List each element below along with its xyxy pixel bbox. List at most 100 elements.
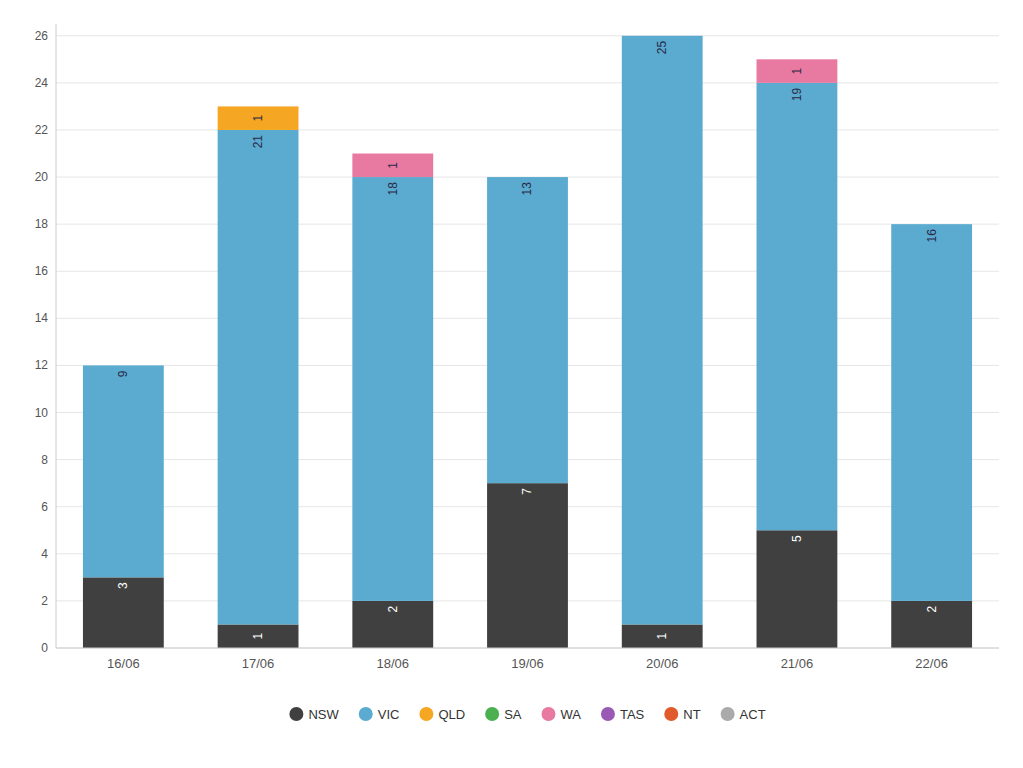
legend-label: VIC xyxy=(378,707,400,722)
series-vic xyxy=(83,36,972,625)
bar-segment xyxy=(83,365,164,366)
bar-segment xyxy=(622,35,703,36)
bar-segment xyxy=(622,35,703,36)
data-label: 7 xyxy=(521,488,535,495)
data-label: 9 xyxy=(116,370,130,377)
series-nsw xyxy=(83,483,972,648)
data-label: 18 xyxy=(386,182,400,196)
bar-segment xyxy=(218,106,299,107)
y-tick-label: 26 xyxy=(35,29,49,43)
bar-segment xyxy=(487,177,568,178)
x-tick-label: 20/06 xyxy=(646,656,679,671)
legend-marker xyxy=(289,707,303,721)
legend-item: SA xyxy=(485,707,522,722)
data-label: 5 xyxy=(790,535,804,542)
bar-segment xyxy=(757,59,838,83)
bar-segment xyxy=(487,177,568,178)
chart-container: 0246810121416182022242631271529211813251… xyxy=(0,0,1023,768)
y-tick-label: 10 xyxy=(35,406,49,420)
bar-segment xyxy=(757,59,838,60)
data-label: 1 xyxy=(386,162,400,169)
bar-segment xyxy=(891,224,972,601)
bar-segment xyxy=(757,59,838,60)
data-label: 1 xyxy=(655,633,669,640)
bar-segment xyxy=(218,106,299,107)
data-label: 3 xyxy=(116,582,130,589)
bar-segment xyxy=(352,154,433,178)
bar-segment xyxy=(83,365,164,577)
data-label: 13 xyxy=(521,182,535,196)
legend-marker xyxy=(359,707,373,721)
legend-label: TAS xyxy=(620,707,645,722)
legend-label: ACT xyxy=(740,707,766,722)
bar-segment xyxy=(487,177,568,178)
bar-segment xyxy=(487,177,568,178)
legend-label: WA xyxy=(560,707,581,722)
y-tick-label: 18 xyxy=(35,217,49,231)
x-tick-label: 22/06 xyxy=(915,656,948,671)
y-tick-label: 0 xyxy=(41,641,48,655)
bar-segment xyxy=(757,83,838,530)
y-axis-line xyxy=(56,24,57,648)
legend-label: QLD xyxy=(438,707,465,722)
data-label: 25 xyxy=(655,40,669,54)
x-axis-line xyxy=(56,648,999,649)
legend-item: TAS xyxy=(601,707,645,722)
legend-item: ACT xyxy=(721,707,766,722)
bar-segment xyxy=(487,177,568,178)
data-label: 21 xyxy=(251,135,265,149)
data-label: 2 xyxy=(386,606,400,613)
data-labels: 31271529211813251916111 xyxy=(116,40,938,639)
grid-line xyxy=(56,35,999,36)
bar-segment xyxy=(487,177,568,178)
legend-marker xyxy=(721,707,735,721)
chart-svg: 0246810121416182022242631271529211813251… xyxy=(0,0,1023,768)
bar-segment xyxy=(83,577,164,648)
bar-segment xyxy=(218,130,299,624)
y-axis-ticks: 02468101214161820222426 xyxy=(35,29,49,655)
legend-label: NSW xyxy=(308,707,339,722)
bar-segment xyxy=(757,530,838,648)
bar-segment xyxy=(218,106,299,107)
bar-segment xyxy=(83,365,164,366)
y-tick-label: 12 xyxy=(35,358,49,372)
x-axis-ticks: 16/0617/0618/0619/0620/0621/0622/06 xyxy=(107,656,948,671)
y-tick-label: 4 xyxy=(41,547,48,561)
bar-segment xyxy=(891,224,972,225)
grid-line xyxy=(56,129,999,130)
data-label: 1 xyxy=(251,115,265,122)
x-tick-label: 18/06 xyxy=(377,656,410,671)
legend-marker xyxy=(485,707,499,721)
series-wa xyxy=(352,59,837,177)
legend-item: NT xyxy=(664,707,700,722)
bar-segment xyxy=(352,601,433,648)
legend-marker xyxy=(664,707,678,721)
bar-segment xyxy=(891,224,972,225)
y-tick-label: 22 xyxy=(35,123,49,137)
bar-segment xyxy=(622,35,703,36)
background xyxy=(0,0,1023,768)
bar-segment xyxy=(891,224,972,225)
legend-item: WA xyxy=(541,707,581,722)
legend-label: SA xyxy=(504,707,522,722)
bar-segment xyxy=(487,177,568,483)
data-label: 1 xyxy=(251,633,265,640)
legend-marker xyxy=(541,707,555,721)
grid-line xyxy=(56,82,999,83)
y-tick-label: 14 xyxy=(35,311,49,325)
y-tick-label: 24 xyxy=(35,76,49,90)
x-tick-label: 16/06 xyxy=(107,656,140,671)
bar-segment xyxy=(218,106,299,130)
bar-segment xyxy=(218,106,299,107)
bar-segment xyxy=(891,224,972,225)
bar-segment xyxy=(83,365,164,366)
bar-segment xyxy=(487,483,568,648)
bar-segment xyxy=(352,177,433,601)
bar-segment xyxy=(352,153,433,154)
bar-segment xyxy=(352,153,433,154)
legend-item: NSW xyxy=(289,707,339,722)
y-tick-label: 2 xyxy=(41,594,48,608)
bar-segment xyxy=(622,36,703,625)
x-tick-label: 21/06 xyxy=(781,656,814,671)
bar-segment xyxy=(891,224,972,225)
